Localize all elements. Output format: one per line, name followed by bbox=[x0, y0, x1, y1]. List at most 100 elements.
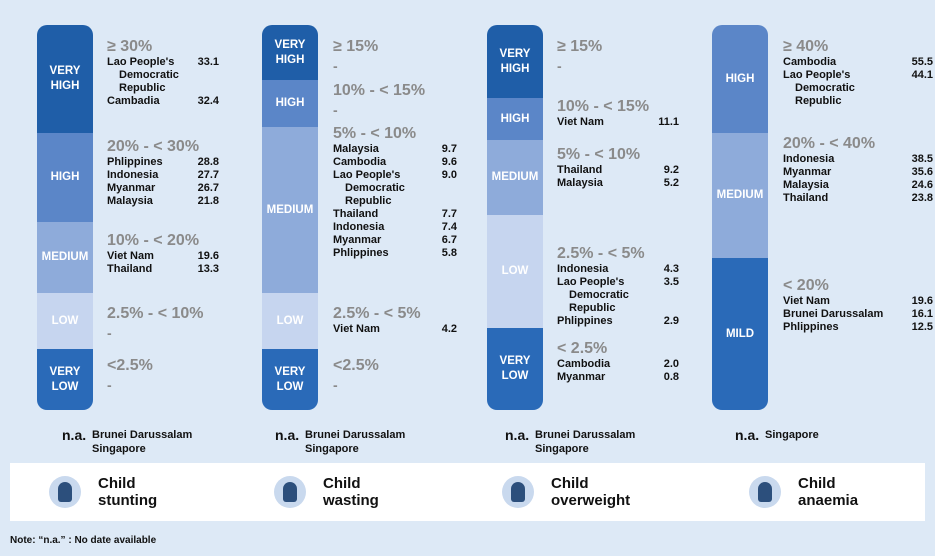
country-name: Myanmar bbox=[107, 182, 156, 194]
na-label: n.a. bbox=[505, 427, 530, 443]
level-segment: MEDIUM bbox=[712, 133, 768, 258]
country-name: Lao People's Democratic Republic bbox=[783, 69, 855, 107]
range-heading: ≥ 15% bbox=[557, 38, 603, 55]
na-country: Singapore bbox=[535, 443, 589, 455]
country-row: Thailand 13.3 bbox=[107, 263, 219, 276]
country-name: Phlippines bbox=[107, 156, 163, 168]
country-value: 4.2 bbox=[441, 323, 457, 335]
range-heading: 20% - < 40% bbox=[783, 135, 876, 152]
country-value: 9.7 bbox=[441, 143, 457, 155]
country-name: Viet Nam bbox=[557, 116, 604, 128]
level-segment: HIGH bbox=[37, 133, 93, 222]
country-value: 26.7 bbox=[197, 182, 219, 194]
range-heading: ≥ 30% bbox=[107, 38, 153, 55]
indicator-icon-figure bbox=[58, 482, 72, 502]
country-row: Thailand 9.2 bbox=[557, 164, 679, 177]
country-name: Myanmar bbox=[783, 166, 832, 178]
indicator-label: Child anaemia bbox=[798, 475, 859, 509]
country-name: Cambodia bbox=[557, 358, 611, 370]
country-row: Indonesia 27.7 bbox=[107, 169, 219, 182]
country-value: 11.1 bbox=[658, 116, 679, 128]
country-name: Cambodia bbox=[333, 156, 387, 168]
country-value: 7.7 bbox=[441, 208, 457, 220]
empty-mark: - bbox=[333, 102, 338, 118]
range-group: 2.5% - < 10% - bbox=[107, 305, 219, 341]
country-row: Viet Nam 11.1 bbox=[557, 116, 679, 129]
country-row: Malaysia 5.2 bbox=[557, 177, 679, 190]
country-value: 9.2 bbox=[663, 164, 679, 176]
range-heading: 2.5% - < 5% bbox=[333, 305, 421, 322]
country-name: Thailand bbox=[333, 208, 379, 220]
country-name: Myanmar bbox=[557, 371, 606, 383]
range-group: <2.5% - bbox=[333, 357, 457, 393]
range-heading: ≥ 15% bbox=[333, 38, 379, 55]
country-value: 44.1 bbox=[911, 69, 933, 81]
country-name: Thailand bbox=[557, 164, 603, 176]
country-row: Malaysia 21.8 bbox=[107, 195, 219, 208]
range-group: < 2.5% Cambodia 2.0 Myanmar 0.8 bbox=[557, 340, 679, 384]
country-value: 35.6 bbox=[911, 166, 933, 178]
empty-mark: - bbox=[557, 58, 562, 74]
country-row: Phlippines 5.8 bbox=[333, 247, 457, 260]
level-segment: VERY HIGH bbox=[487, 25, 543, 98]
country-value: 19.6 bbox=[197, 250, 219, 262]
level-segment: LOW bbox=[262, 293, 318, 349]
country-name: Phlippines bbox=[783, 321, 839, 333]
na-label: n.a. bbox=[275, 427, 300, 443]
na-countries: Brunei Darussalam Singapore bbox=[92, 428, 222, 456]
country-row: Malaysia 24.6 bbox=[783, 179, 933, 192]
country-value: 27.7 bbox=[197, 169, 219, 181]
country-row: Myanmar 26.7 bbox=[107, 182, 219, 195]
level-segment: VERY LOW bbox=[262, 349, 318, 410]
country-name: Cambadia bbox=[107, 95, 160, 107]
country-name: Lao People's Democratic Republic bbox=[333, 169, 405, 207]
na-country: Brunei Darussalam bbox=[535, 429, 636, 441]
level-segment: MILD bbox=[712, 258, 768, 410]
na-countries: Brunei Darussalam Singapore bbox=[535, 428, 665, 456]
level-segment: MEDIUM bbox=[487, 140, 543, 215]
country-name: Malaysia bbox=[333, 143, 379, 155]
country-name: Malaysia bbox=[557, 177, 603, 189]
range-heading: 5% - < 10% bbox=[333, 125, 417, 142]
country-name: Myanmar bbox=[333, 234, 382, 246]
country-row: Viet Nam 19.6 bbox=[107, 250, 219, 263]
country-row: Phlippines 28.8 bbox=[107, 156, 219, 169]
country-row: Indonesia 38.5 bbox=[783, 153, 933, 166]
empty-mark: - bbox=[333, 58, 338, 74]
country-value: 21.8 bbox=[197, 195, 219, 207]
country-name: Viet Nam bbox=[783, 295, 830, 307]
na-country: Brunei Darussalam bbox=[92, 429, 193, 441]
range-heading: 10% - < 20% bbox=[107, 232, 200, 249]
level-segment: LOW bbox=[487, 215, 543, 328]
range-heading: 20% - < 30% bbox=[107, 138, 200, 155]
country-row: Cambodia 2.0 bbox=[557, 358, 679, 371]
range-heading: ≥ 40% bbox=[783, 38, 829, 55]
country-value: 7.4 bbox=[441, 221, 457, 233]
country-row: Cambadia 32.4 bbox=[107, 95, 219, 108]
range-group: 5% - < 10% Malaysia 9.7 Cambodia 9.6 Lao Peop… bbox=[333, 125, 457, 260]
na-country: Singapore bbox=[92, 443, 146, 455]
empty-mark: - bbox=[333, 377, 338, 393]
na-countries: Singapore bbox=[765, 428, 895, 442]
footnote: Note: “n.a.” : No date available bbox=[10, 535, 157, 546]
country-name: Brunei Darussalam bbox=[783, 308, 884, 320]
country-name: Cambodia bbox=[783, 56, 837, 68]
country-row: Phlippines 12.5 bbox=[783, 321, 933, 334]
level-segment: VERY LOW bbox=[487, 328, 543, 410]
indicator-label: Child overweight bbox=[551, 475, 631, 509]
range-group: 10% - < 20% Viet Nam 19.6 Thailand 13.3 bbox=[107, 232, 219, 276]
range-heading: 5% - < 10% bbox=[557, 146, 641, 163]
indicator-label: Child stunting bbox=[98, 475, 158, 509]
range-group: 20% - < 40% Indonesia 38.5 Myanmar 35.6 Malay… bbox=[783, 135, 933, 205]
empty-mark: - bbox=[107, 377, 112, 393]
country-name: Thailand bbox=[107, 263, 153, 275]
country-value: 2.0 bbox=[663, 358, 679, 370]
country-row: Lao People's Democratic Republic 3.5 bbox=[557, 276, 679, 315]
range-group: 2.5% - < 5% Indonesia 4.3 Lao People's Demo… bbox=[557, 245, 679, 328]
country-row: Cambodia 55.5 bbox=[783, 56, 933, 69]
country-value: 5.2 bbox=[663, 177, 679, 189]
range-group: ≥ 15% - bbox=[557, 38, 679, 74]
indicator-label: Child wasting bbox=[323, 475, 379, 509]
na-countries: Brunei Darussalam Singapore bbox=[305, 428, 435, 456]
country-row: Indonesia 4.3 bbox=[557, 263, 679, 276]
